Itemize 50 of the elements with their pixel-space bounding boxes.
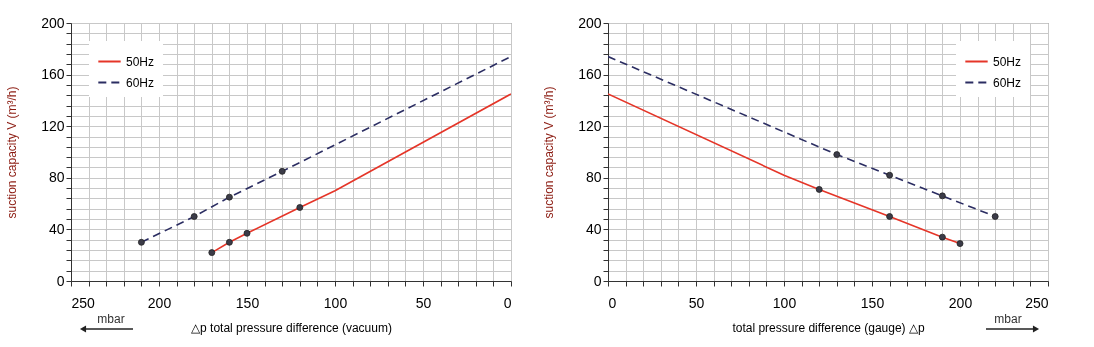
point [278, 167, 286, 175]
legend-label: 60Hz [993, 75, 1022, 90]
x-tick-label: 50 [688, 294, 705, 311]
point [243, 229, 251, 237]
y-tick-label: 80 [48, 169, 65, 186]
y-tick-label: 120 [578, 117, 602, 134]
point [886, 213, 893, 220]
legend-label: 60Hz [126, 75, 155, 90]
y-tick-label: 0 [593, 272, 602, 289]
x-tick-label: 50 [415, 294, 432, 311]
y-tick-label: 40 [48, 220, 65, 237]
x-tick-label: 0 [503, 294, 512, 311]
y-tick-label: 160 [41, 66, 65, 83]
text: mbar [994, 312, 1022, 326]
y-tick-label: 0 [56, 272, 65, 289]
legend-label: 50Hz [126, 54, 155, 69]
x-tick-label: 0 [608, 294, 617, 311]
legend-label: 50Hz [993, 54, 1022, 69]
x-tick-label: 150 [860, 294, 885, 311]
y-axis-title: suction capacity V (m³/h) [542, 86, 557, 219]
y-tick-label: 80 [585, 169, 602, 186]
y-tick-label: 160 [578, 66, 602, 83]
point [190, 213, 198, 220]
point [296, 204, 304, 211]
point [226, 193, 233, 201]
x-tick-label: 250 [1025, 294, 1049, 311]
point [138, 238, 145, 246]
point [956, 240, 964, 247]
y-tick-label: 200 [41, 14, 65, 31]
x-tick-label: 150 [235, 294, 260, 311]
x-tick-label: 200 [948, 294, 973, 311]
point [833, 151, 841, 158]
x-tick-label: 200 [147, 294, 172, 311]
point [226, 238, 233, 246]
x-axis-title: total pressure difference (gauge) △p [732, 320, 925, 335]
x-tick-label: 100 [772, 294, 797, 311]
y-tick-label: 200 [578, 14, 602, 31]
point [815, 186, 823, 193]
x-tick-label: 100 [323, 294, 348, 311]
text: mbar [97, 312, 125, 326]
y-tick-label: 120 [41, 117, 65, 134]
x-axis-title: △p total pressure difference (vacuum) [191, 320, 392, 335]
point [208, 249, 216, 257]
point [939, 233, 946, 241]
point [991, 213, 999, 220]
point [939, 192, 946, 200]
x-tick-label: 250 [71, 294, 96, 311]
point [886, 171, 893, 179]
y-tick-label: 40 [585, 220, 602, 237]
y-axis-title: suction capacity V (m³/h) [5, 86, 20, 219]
